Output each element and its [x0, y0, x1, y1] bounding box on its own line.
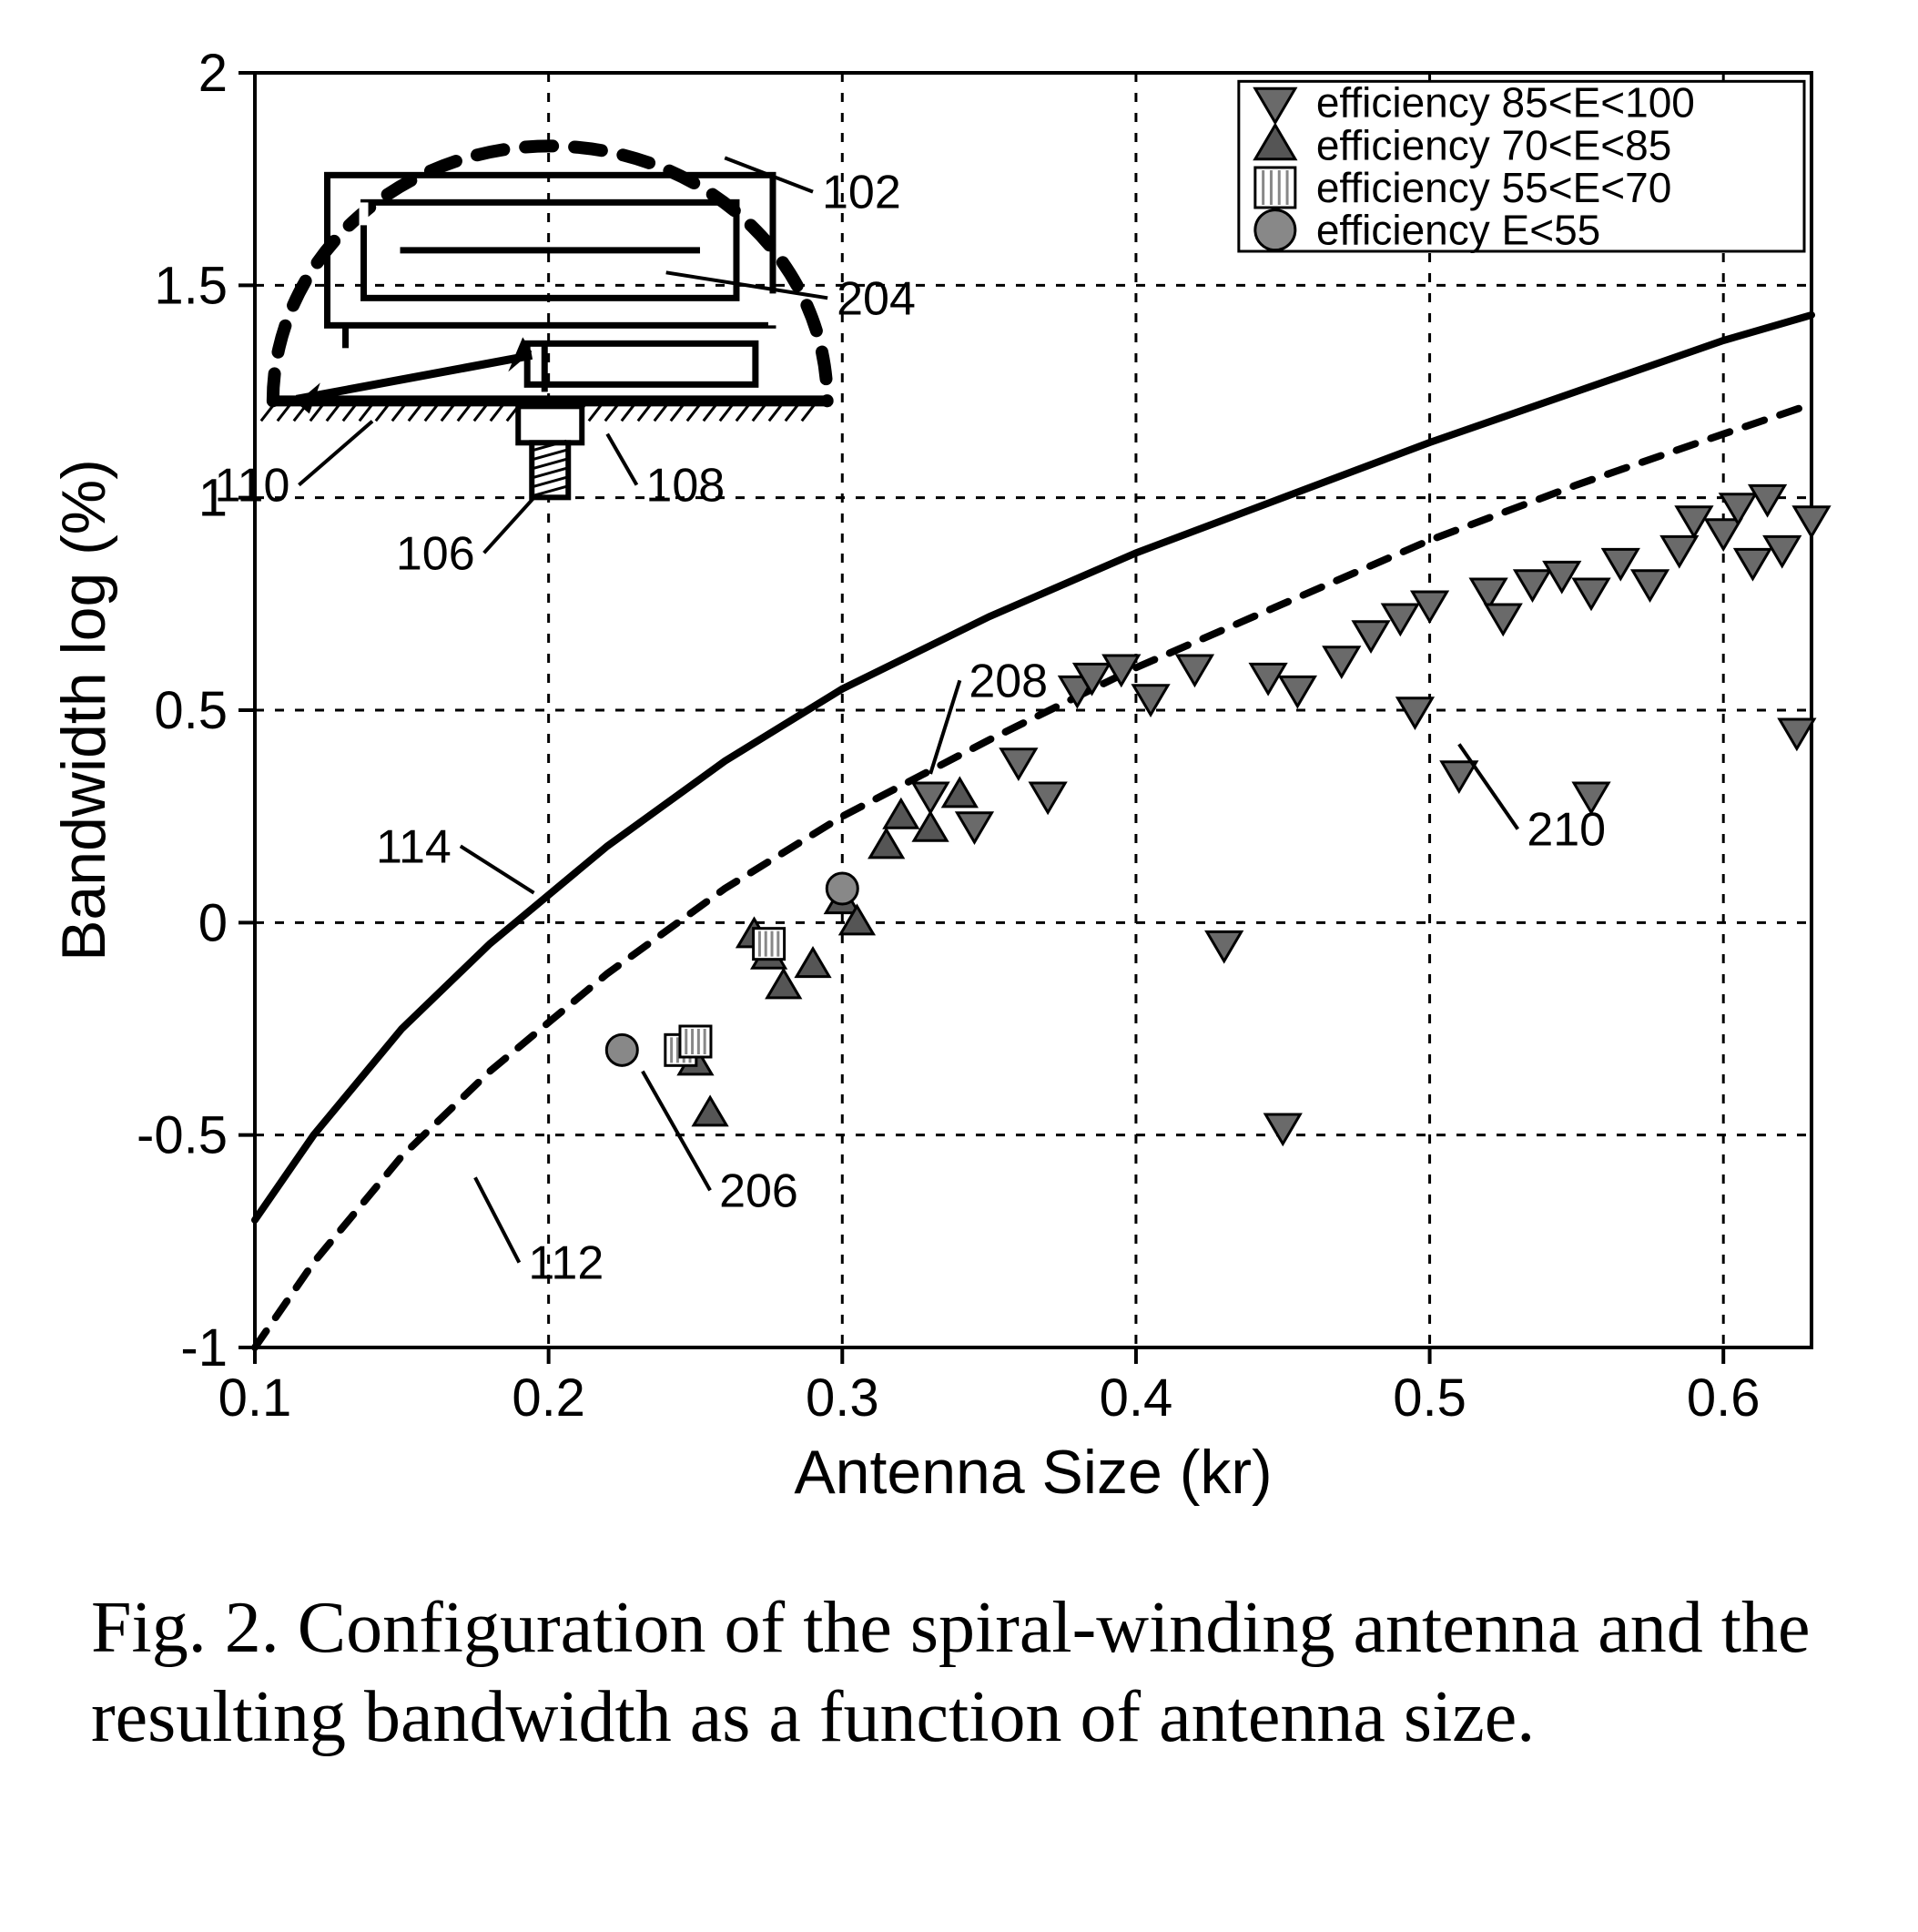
- svg-text:efficiency E<55: efficiency E<55: [1316, 207, 1600, 254]
- svg-text:0.6: 0.6: [1687, 1368, 1761, 1428]
- svg-text:Bandwidth log (%): Bandwidth log (%): [55, 459, 118, 961]
- svg-text:efficiency 70<E<85: efficiency 70<E<85: [1316, 121, 1671, 168]
- figure-number: Fig. 2.: [91, 1588, 298, 1668]
- svg-text:efficiency 85<E<100: efficiency 85<E<100: [1316, 79, 1695, 127]
- svg-text:0.5: 0.5: [1393, 1368, 1466, 1428]
- svg-text:-0.5: -0.5: [137, 1106, 228, 1165]
- svg-text:108: 108: [645, 460, 725, 513]
- caption-text: Configuration of the spiral-winding ante…: [91, 1588, 1811, 1757]
- svg-text:0.5: 0.5: [154, 681, 228, 740]
- svg-text:208: 208: [969, 655, 1048, 707]
- svg-text:0.3: 0.3: [806, 1368, 879, 1428]
- svg-text:206: 206: [719, 1164, 798, 1217]
- legend: efficiency 85<E<100efficiency 70<E<85eff…: [1239, 79, 1804, 254]
- svg-text:106: 106: [396, 527, 475, 580]
- svg-text:1.5: 1.5: [154, 256, 228, 315]
- svg-text:110: 110: [214, 460, 289, 513]
- svg-text:204: 204: [837, 272, 916, 325]
- svg-text:102: 102: [822, 167, 901, 219]
- svg-text:0.1: 0.1: [218, 1368, 292, 1428]
- svg-text:2: 2: [198, 44, 228, 103]
- svg-text:210: 210: [1527, 804, 1606, 857]
- svg-text:0.2: 0.2: [512, 1368, 585, 1428]
- svg-text:0.4: 0.4: [1100, 1368, 1173, 1428]
- figure-caption: Fig. 2. Configuration of the spiral-wind…: [91, 1584, 1821, 1762]
- chart-container: 0.10.20.30.40.50.6-1-0.500.511.52Antenna…: [55, 36, 1848, 1530]
- svg-text:-1: -1: [180, 1318, 228, 1378]
- svg-text:0: 0: [198, 893, 228, 952]
- svg-text:Antenna Size (kr): Antenna Size (kr): [794, 1438, 1272, 1507]
- svg-text:112: 112: [528, 1237, 604, 1290]
- svg-text:114: 114: [376, 820, 452, 873]
- svg-text:efficiency 55<E<70: efficiency 55<E<70: [1316, 164, 1671, 211]
